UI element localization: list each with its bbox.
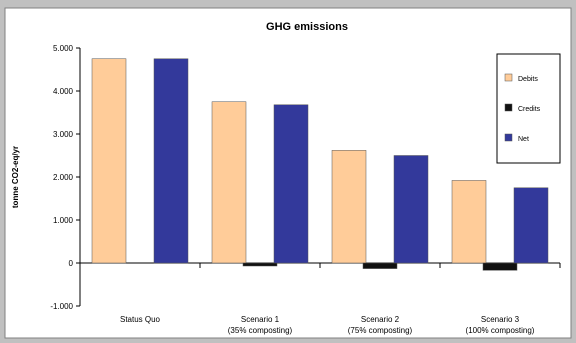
- x-tick-label: Scenario 1: [241, 315, 280, 324]
- x-tick-label: (100% composting): [466, 326, 535, 335]
- bar-debits-3: [331, 150, 367, 264]
- y-tick-label: 0: [69, 259, 74, 268]
- bar-net-4: [513, 187, 549, 264]
- bar-credits-4: [482, 262, 518, 271]
- bar-net-3: [393, 155, 429, 264]
- bar-net-1: [153, 58, 189, 264]
- legend-label-net: Net: [518, 136, 529, 143]
- legend: Debits Credits Net: [496, 53, 561, 164]
- legend-label-debits: Debits: [518, 76, 538, 83]
- x-tick-label: Scenario 2: [361, 315, 400, 324]
- y-tick-label: 5.000: [53, 44, 74, 53]
- x-tick-label: (35% composting): [228, 326, 293, 335]
- y-tick-label: 3.000: [53, 130, 74, 139]
- legend-swatch-net: [504, 133, 513, 142]
- legend-label-credits: Credits: [518, 106, 541, 113]
- y-tick-label: 1.000: [53, 216, 74, 225]
- axes: 5.000 4.000 3.000 2.000 1.000 0 -1.000 Status Q…: [50, 44, 561, 335]
- legend-swatch-debits: [504, 73, 513, 82]
- bar-debits-2: [211, 101, 247, 264]
- y-tick-label: -1.000: [50, 302, 73, 311]
- y-axis-label: tonne CO2-eq/yr: [11, 146, 20, 208]
- legend-swatch-credits: [504, 103, 513, 112]
- chart-title: GHG emissions: [266, 21, 348, 33]
- bar-credits-2: [242, 262, 278, 267]
- x-tick-label: Status Quo: [120, 315, 161, 324]
- bar-debits-1: [91, 58, 127, 264]
- bar-debits-4: [451, 180, 487, 264]
- y-tick-label: 2.000: [53, 173, 74, 182]
- bars: [91, 58, 549, 271]
- bar-net-2: [273, 104, 309, 264]
- x-tick-label: (75% composting): [348, 326, 413, 335]
- bar-credits-3: [362, 262, 398, 269]
- y-tick-label: 4.000: [53, 87, 74, 96]
- x-tick-label: Scenario 3: [481, 315, 520, 324]
